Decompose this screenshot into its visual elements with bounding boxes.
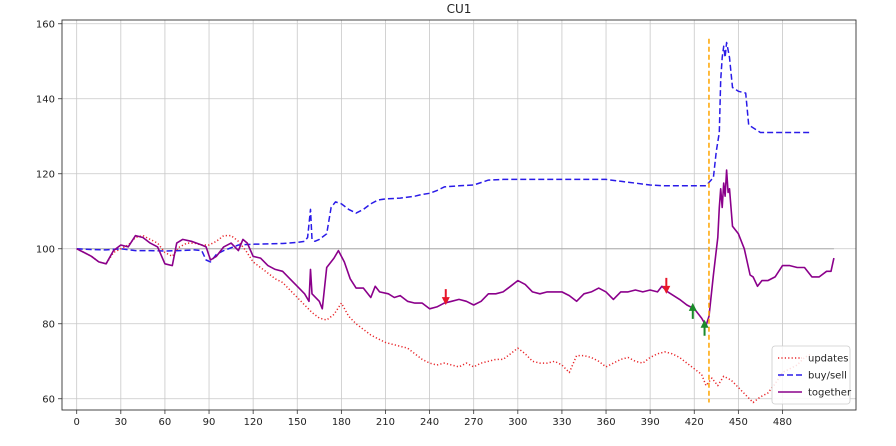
y-tick-label: 120: [36, 169, 55, 180]
x-tick-label: 480: [773, 417, 792, 428]
x-tick-label: 120: [244, 417, 263, 428]
x-tick-label: 270: [464, 417, 483, 428]
x-tick-label: 150: [288, 417, 307, 428]
x-tick-label: 330: [552, 417, 571, 428]
x-tick-label: 300: [508, 417, 527, 428]
x-tick-label: 450: [729, 417, 748, 428]
y-tick-label: 100: [36, 244, 55, 255]
x-tick-label: 60: [159, 417, 172, 428]
chart-title: CU1: [447, 2, 472, 16]
y-tick-label: 60: [42, 394, 55, 405]
x-tick-label: 180: [332, 417, 351, 428]
x-tick-label: 420: [685, 417, 704, 428]
x-axis-ticks: 0 30 60 90 120 150 180 210 240 270 300 330 360 390 420…: [74, 410, 793, 428]
x-tick-label: 30: [114, 417, 127, 428]
legend-label: updates: [808, 354, 848, 365]
x-tick-label: 0: [74, 417, 80, 428]
y-axis-ticks: 60 80 100 120 140 160: [36, 19, 62, 405]
legend-label: together: [808, 388, 852, 399]
legend-label: buy/sell: [808, 371, 847, 382]
x-tick-label: 210: [376, 417, 395, 428]
y-tick-label: 160: [36, 19, 55, 30]
y-tick-label: 80: [42, 319, 55, 330]
x-tick-label: 360: [596, 417, 615, 428]
x-tick-label: 390: [641, 417, 660, 428]
x-tick-label: 90: [203, 417, 216, 428]
plot-area: [62, 20, 856, 410]
legend: updates buy/sell together: [772, 346, 852, 404]
x-tick-label: 240: [420, 417, 439, 428]
y-tick-label: 140: [36, 94, 55, 105]
plot-background: [62, 20, 856, 410]
